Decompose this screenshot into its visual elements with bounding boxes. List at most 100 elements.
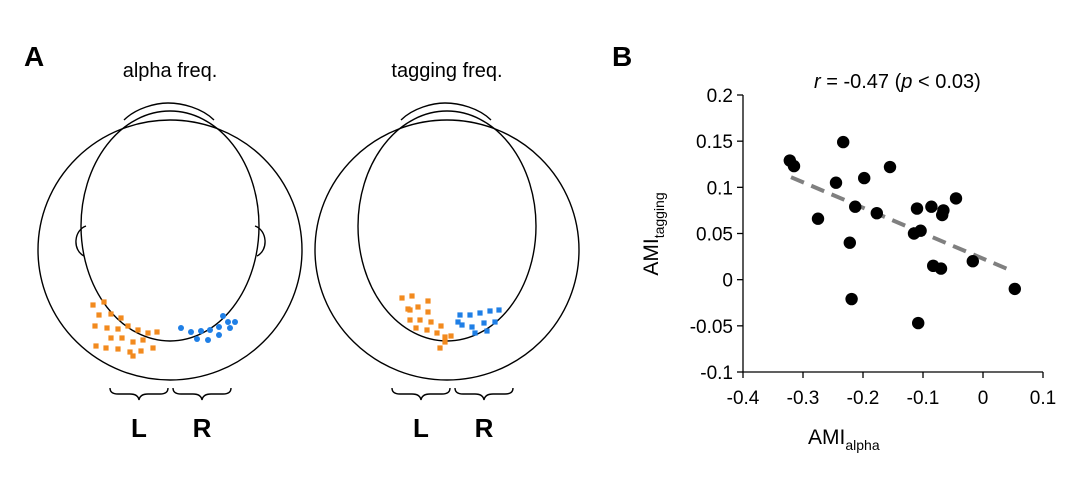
sensor-dot bbox=[135, 327, 141, 333]
head-title-tagging: tagging freq. bbox=[391, 60, 502, 82]
sensor-dot bbox=[399, 295, 405, 301]
sensor-dot bbox=[417, 317, 423, 323]
data-points bbox=[783, 135, 1021, 330]
sensor-dot bbox=[407, 317, 413, 323]
p-value: < 0.03) bbox=[912, 71, 980, 93]
sensor-dot bbox=[457, 312, 463, 318]
right-hemisphere-label: R bbox=[475, 413, 494, 443]
data-point bbox=[883, 160, 897, 174]
sensor-dot bbox=[409, 293, 415, 299]
sensor-dot bbox=[115, 326, 121, 332]
x-tick-label: -0.2 bbox=[847, 388, 880, 409]
sensor-dot bbox=[442, 334, 448, 340]
y-tick-label: 0.15 bbox=[696, 132, 733, 153]
x-axis-label-main: AMI bbox=[808, 426, 845, 449]
sensor-dot bbox=[492, 319, 498, 325]
sensor-dot bbox=[469, 324, 475, 330]
sensor-dot bbox=[227, 325, 233, 331]
head-right-ear bbox=[254, 225, 266, 257]
sensor-dot bbox=[198, 328, 204, 334]
x-axis-label: AMIalpha bbox=[808, 426, 880, 453]
sensor-dot bbox=[188, 329, 194, 335]
sensor-dot bbox=[428, 319, 434, 325]
sensor-dot bbox=[425, 298, 431, 304]
sensor-dot bbox=[115, 346, 121, 352]
sensor-dot bbox=[438, 323, 444, 329]
sensor-cluster-left bbox=[399, 293, 454, 351]
sensor-dot bbox=[437, 345, 443, 351]
sensor-dot bbox=[425, 309, 431, 315]
x-tick-label: -0.1 bbox=[907, 388, 940, 409]
y-tick-label: -0.05 bbox=[690, 317, 733, 338]
sensor-dot bbox=[130, 353, 136, 359]
y-tick-label: -0.1 bbox=[700, 363, 733, 384]
sensor-dot bbox=[216, 324, 222, 330]
sensor-dot bbox=[496, 307, 502, 313]
regression-line bbox=[790, 175, 1014, 274]
head-left-ear bbox=[75, 225, 87, 257]
data-point bbox=[1008, 282, 1021, 296]
right-brace bbox=[172, 387, 232, 401]
sensor-dot bbox=[140, 337, 146, 343]
sensor-dot bbox=[413, 325, 419, 331]
left-brace bbox=[391, 387, 451, 401]
sensor-dot bbox=[487, 308, 493, 314]
right-brace bbox=[454, 387, 514, 401]
sensor-dot bbox=[154, 329, 160, 335]
sensor-dot bbox=[108, 311, 114, 317]
x-ticks: -0.4 -0.3 -0.2 -0.1 0 0.1 bbox=[727, 372, 1056, 409]
data-point bbox=[949, 192, 963, 205]
x-tick-label: 0.1 bbox=[1030, 388, 1056, 409]
sensor-dot bbox=[477, 310, 483, 316]
sensor-dot bbox=[138, 348, 144, 354]
r-symbol: r bbox=[814, 71, 822, 93]
sensor-dot bbox=[127, 349, 133, 355]
sensor-dot bbox=[434, 330, 440, 336]
sensor-dot bbox=[93, 343, 99, 349]
sensor-dot bbox=[459, 322, 465, 328]
sensor-dot bbox=[467, 312, 473, 318]
sensor-dot bbox=[448, 333, 454, 339]
sensor-dot bbox=[216, 332, 222, 338]
y-axis-label: AMItagging bbox=[640, 192, 667, 275]
sensor-dot bbox=[205, 337, 211, 343]
data-point bbox=[912, 316, 925, 330]
sensor-dot bbox=[130, 339, 136, 345]
sensor-dot bbox=[481, 320, 487, 326]
panel-b-letter: B bbox=[612, 41, 632, 72]
sensor-dot bbox=[472, 330, 478, 336]
scatter-plot: -0.4 -0.3 -0.2 -0.1 0 0.1 -0.1 -0.05 0 0.05 0.1 0.… bbox=[690, 86, 1057, 409]
right-hemisphere-label: R bbox=[193, 413, 212, 443]
head-outer-outline bbox=[37, 119, 303, 381]
sensor-dot bbox=[415, 304, 421, 310]
y-axis-label-main: AMI bbox=[640, 238, 663, 275]
sensor-dot bbox=[232, 319, 238, 325]
head-map-tagging: tagging freq. L R bbox=[314, 60, 580, 443]
head-nose bbox=[123, 102, 215, 121]
sensor-dot bbox=[145, 330, 151, 336]
head-outer-outline bbox=[314, 119, 580, 381]
head-inner-outline bbox=[357, 110, 537, 342]
data-point bbox=[914, 224, 927, 237]
head-inner-outline bbox=[80, 110, 260, 342]
sensor-dot bbox=[90, 302, 96, 308]
sensor-dot bbox=[150, 345, 156, 351]
head-nose bbox=[400, 102, 492, 121]
p-symbol: p bbox=[900, 71, 912, 93]
x-tick-label: -0.3 bbox=[787, 388, 820, 409]
data-point bbox=[966, 255, 979, 268]
data-point bbox=[843, 236, 856, 249]
sensor-dot bbox=[108, 335, 114, 341]
sensor-dot bbox=[119, 335, 125, 341]
x-tick-label: 0 bbox=[978, 388, 989, 409]
sensor-dot bbox=[455, 319, 461, 325]
sensor-dot bbox=[104, 325, 110, 331]
y-tick-label: 0.05 bbox=[696, 225, 733, 246]
data-point bbox=[837, 135, 850, 149]
head-map-alpha: alpha freq. L R bbox=[37, 60, 303, 443]
sensor-cluster-left bbox=[90, 299, 160, 359]
sensor-dot bbox=[207, 327, 213, 333]
sensor-cluster-right bbox=[178, 313, 238, 343]
r-value: = -0.47 ( bbox=[821, 71, 902, 93]
